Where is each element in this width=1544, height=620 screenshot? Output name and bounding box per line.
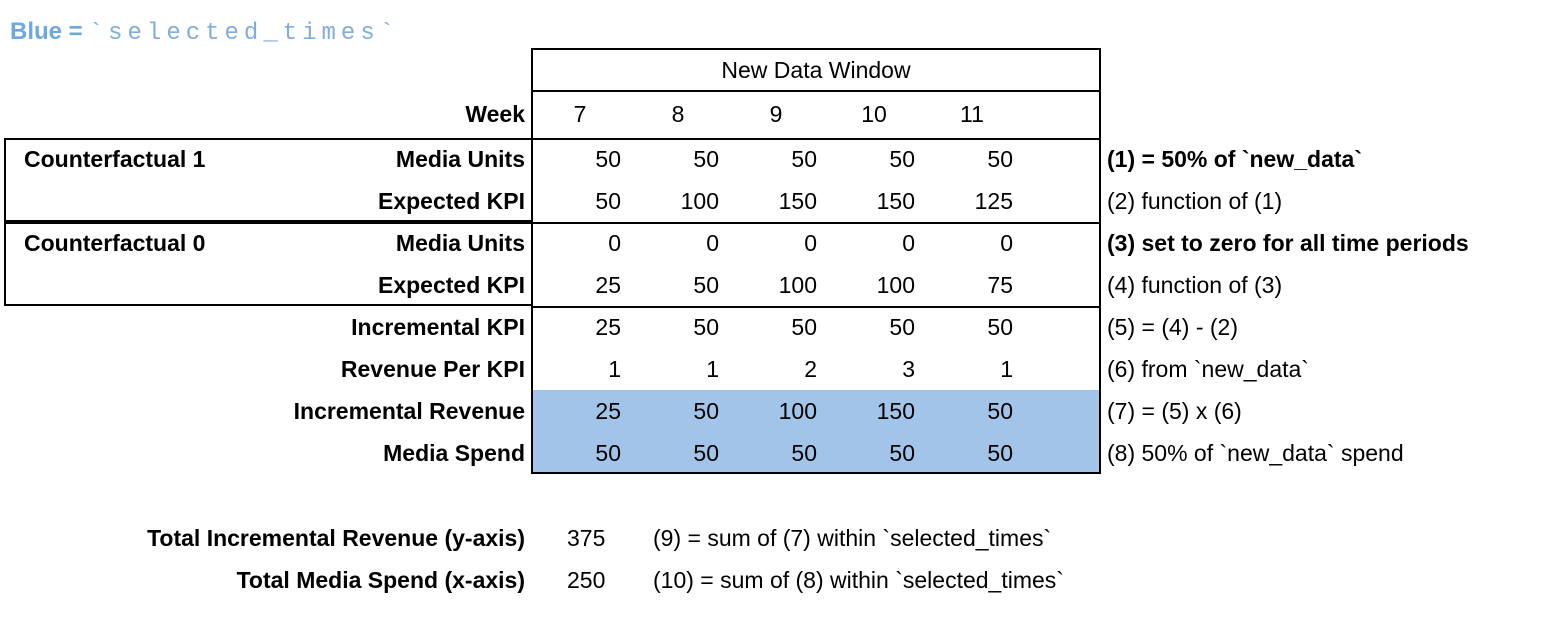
cell-expected-kpi-cf1-wk7: 50 — [595, 188, 621, 214]
row-label-expected-kpi-cf1: Expected KPI — [378, 188, 525, 214]
annotation-4: (4) function of (3) — [1107, 272, 1283, 298]
cell-expected-kpi-cf0-wk8: 50 — [693, 272, 719, 298]
cell-media-units-cf0-wk8: 0 — [706, 230, 719, 256]
cell-incremental-revenue-wk8: 50 — [693, 398, 719, 424]
total-media-spend-value: 250 — [567, 567, 606, 593]
cell-expected-kpi-cf1-wk11: 125 — [974, 188, 1013, 214]
week-7-header: 7 — [573, 101, 587, 127]
cell-expected-kpi-cf0-wk9: 100 — [778, 272, 817, 298]
divider-below-week-row — [531, 138, 1101, 140]
row-label-media-units-cf1: Media Units — [395, 146, 525, 172]
cell-revenue-per-kpi-wk9: 2 — [804, 356, 817, 382]
cell-media-units-cf0-wk10: 0 — [902, 230, 915, 256]
cell-expected-kpi-cf0-wk7: 25 — [595, 272, 621, 298]
total-incremental-revenue-label: Total Incremental Revenue (y-axis) — [147, 525, 525, 551]
cell-media-units-cf1-wk7: 50 — [595, 146, 621, 172]
cell-media-units-cf1-wk11: 50 — [987, 146, 1013, 172]
week-9-header: 9 — [769, 101, 783, 127]
row-label-incremental-revenue: Incremental Revenue — [293, 398, 525, 424]
cell-media-spend-wk10: 50 — [889, 440, 915, 466]
divider-below-header — [531, 90, 1101, 92]
annotation-1: (1) = 50% of `new_data` — [1107, 146, 1362, 172]
week-row-label: Week — [465, 101, 525, 127]
cell-incremental-revenue-wk9: 100 — [778, 398, 817, 424]
counterfactual-1-label: Counterfactual 1 — [24, 146, 206, 172]
cell-incremental-kpi-wk7: 25 — [595, 314, 621, 340]
annotation-5: (5) = (4) - (2) — [1107, 314, 1238, 340]
cell-media-units-cf0-wk9: 0 — [804, 230, 817, 256]
cell-incremental-kpi-wk11: 50 — [987, 314, 1013, 340]
cell-expected-kpi-cf0-wk11: 75 — [987, 272, 1013, 298]
new-data-window-header: New Data Window — [721, 57, 911, 83]
cell-incremental-revenue-wk11: 50 — [987, 398, 1013, 424]
divider-below-counterfactual-0 — [531, 306, 1101, 308]
cell-incremental-kpi-wk8: 50 — [693, 314, 719, 340]
cell-incremental-kpi-wk9: 50 — [791, 314, 817, 340]
cell-expected-kpi-cf1-wk9: 150 — [778, 188, 817, 214]
cell-media-spend-wk7: 50 — [595, 440, 621, 466]
cell-expected-kpi-cf0-wk10: 100 — [876, 272, 915, 298]
annotation-8: (8) 50% of `new_data` spend — [1107, 440, 1404, 466]
cell-media-units-cf1-wk9: 50 — [791, 146, 817, 172]
cell-expected-kpi-cf1-wk10: 150 — [876, 188, 915, 214]
cell-media-spend-wk8: 50 — [693, 440, 719, 466]
cell-incremental-revenue-wk7: 25 — [595, 398, 621, 424]
annotation-10: (10) = sum of (8) within `selected_times… — [653, 567, 1064, 593]
cell-revenue-per-kpi-wk7: 1 — [608, 356, 621, 382]
annotation-9: (9) = sum of (7) within `selected_times` — [653, 525, 1052, 551]
cell-media-spend-wk11: 50 — [987, 440, 1013, 466]
row-label-media-units-cf0: Media Units — [395, 230, 525, 256]
cell-expected-kpi-cf1-wk8: 100 — [680, 188, 719, 214]
cell-media-units-cf1-wk8: 50 — [693, 146, 719, 172]
row-label-revenue-per-kpi: Revenue Per KPI — [340, 356, 525, 382]
total-incremental-revenue-value: 375 — [567, 525, 606, 551]
cell-media-units-cf0-wk11: 0 — [1000, 230, 1013, 256]
cell-media-spend-wk9: 50 — [791, 440, 817, 466]
week-10-header: 10 — [861, 101, 887, 127]
selected-times-highlight — [531, 390, 1101, 474]
annotation-7: (7) = (5) x (6) — [1107, 398, 1242, 424]
week-11-header: 11 — [960, 101, 984, 127]
cell-revenue-per-kpi-wk11: 1 — [1000, 356, 1013, 382]
annotation-2: (2) function of (1) — [1107, 188, 1283, 214]
row-label-incremental-kpi: Incremental KPI — [351, 314, 525, 340]
cell-revenue-per-kpi-wk10: 3 — [902, 356, 915, 382]
cell-media-units-cf0-wk7: 0 — [608, 230, 621, 256]
counterfactual-0-label: Counterfactual 0 — [24, 230, 206, 256]
counterfactual-0-box — [4, 222, 533, 306]
legend: Blue = `selected_times` — [10, 18, 399, 47]
total-media-spend-label: Total Media Spend (x-axis) — [236, 567, 525, 593]
cell-media-units-cf1-wk10: 50 — [889, 146, 915, 172]
annotation-3: (3) set to zero for all time periods — [1107, 230, 1469, 256]
cell-revenue-per-kpi-wk8: 1 — [706, 356, 719, 382]
annotation-6: (6) from `new_data` — [1107, 356, 1309, 382]
row-label-expected-kpi-cf0: Expected KPI — [378, 272, 525, 298]
legend-blue-label: Blue = — [10, 18, 83, 45]
week-8-header: 8 — [671, 101, 685, 127]
cell-incremental-revenue-wk10: 150 — [876, 398, 915, 424]
counterfactual-1-box — [4, 138, 533, 222]
legend-code-selected-times: `selected_times` — [88, 20, 400, 47]
row-label-media-spend: Media Spend — [383, 440, 525, 466]
divider-between-counterfactuals — [531, 222, 1101, 224]
cell-incremental-kpi-wk10: 50 — [889, 314, 915, 340]
